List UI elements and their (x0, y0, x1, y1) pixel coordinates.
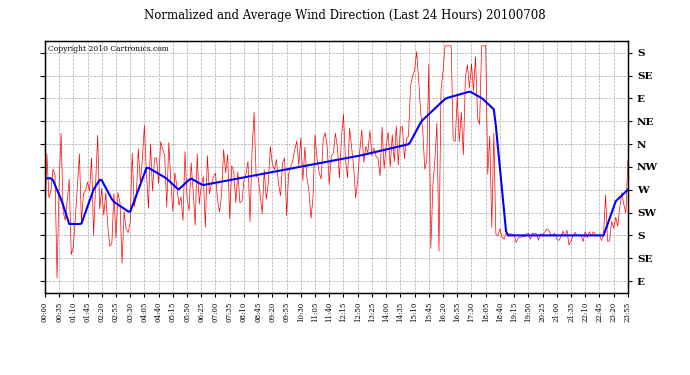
Text: Normalized and Average Wind Direction (Last 24 Hours) 20100708: Normalized and Average Wind Direction (L… (144, 9, 546, 22)
Text: Copyright 2010 Cartronics.com: Copyright 2010 Cartronics.com (48, 45, 168, 53)
